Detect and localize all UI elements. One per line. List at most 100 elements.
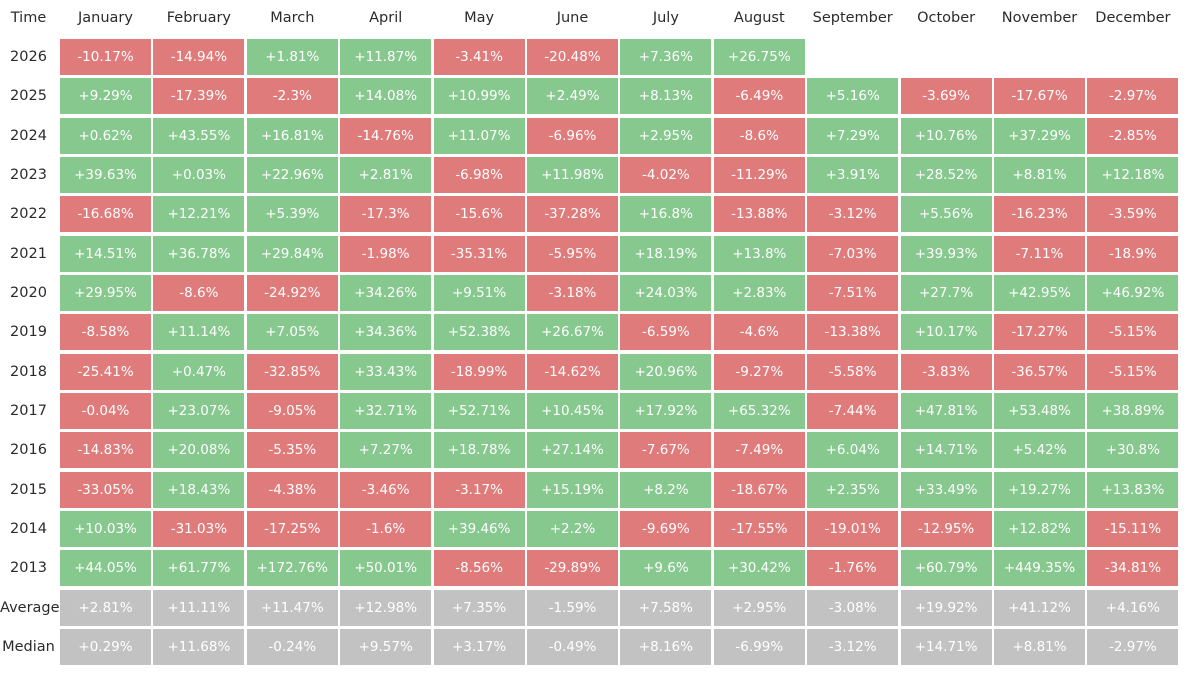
summary-cell: -0.49%: [527, 628, 618, 665]
heatmap-cell: -15.11%: [1087, 510, 1179, 547]
heatmap-cell: +65.32%: [713, 392, 805, 429]
heatmap-cell: +38.89%: [1087, 392, 1179, 429]
heatmap-cell: +2.83%: [713, 274, 805, 311]
heatmap-cell: -6.59%: [620, 314, 712, 351]
heatmap-cell: -15.6%: [433, 196, 525, 233]
heatmap-cell: -5.15%: [1087, 353, 1179, 390]
heatmap-cell: +33.49%: [900, 471, 992, 508]
summary-cell: +8.81%: [994, 628, 1085, 665]
heatmap-cell: -3.18%: [527, 274, 618, 311]
summary-cell: +8.16%: [620, 628, 712, 665]
summary-cell: +41.12%: [994, 589, 1085, 626]
summary-cell: +11.11%: [153, 589, 245, 626]
heatmap-cell: -13.38%: [807, 314, 899, 351]
heatmap-cell: +12.18%: [1087, 156, 1179, 193]
heatmap-cell: +10.45%: [527, 392, 618, 429]
summary-cell: +3.17%: [433, 628, 525, 665]
heatmap-cell: +5.16%: [807, 78, 899, 115]
summary-cell: +0.29%: [60, 628, 151, 665]
heatmap-cell: +34.36%: [340, 314, 432, 351]
summary-cell: +2.81%: [60, 589, 151, 626]
heatmap-cell: +50.01%: [340, 550, 432, 587]
heatmap-cell: +17.92%: [620, 392, 712, 429]
heatmap-cell: +18.78%: [433, 432, 525, 469]
year-label: 2015: [10, 481, 47, 498]
heatmap-cell: -4.38%: [246, 471, 338, 508]
year-label: 2017: [10, 402, 47, 419]
heatmap-cell: -7.44%: [807, 392, 899, 429]
heatmap-cell: -25.41%: [60, 353, 151, 390]
summary-cell: +19.92%: [900, 589, 992, 626]
heatmap-cell: -9.05%: [246, 392, 338, 429]
heatmap-cell: +43.55%: [153, 117, 245, 154]
heatmap-cell: -4.02%: [620, 156, 712, 193]
heatmap-cell: +33.43%: [340, 353, 432, 390]
heatmap-cell: +2.49%: [527, 78, 618, 115]
heatmap-cell: +53.48%: [994, 392, 1085, 429]
heatmap-cell: +11.87%: [340, 39, 432, 75]
summary-cell: +12.98%: [340, 589, 432, 626]
heatmap-cell: +11.14%: [153, 314, 245, 351]
heatmap-cell: -5.58%: [807, 353, 899, 390]
year-label: 2014: [10, 520, 47, 537]
heatmap-cell: -11.29%: [713, 156, 805, 193]
heatmap-cell: -3.59%: [1087, 196, 1179, 233]
heatmap-cell: +172.76%: [246, 550, 338, 587]
summary-cell: +14.71%: [900, 628, 992, 665]
heatmap-cell: -20.48%: [527, 39, 618, 75]
heatmap-cell: +8.13%: [620, 78, 712, 115]
heatmap-cell: +22.96%: [246, 156, 338, 193]
heatmap-cell: -6.98%: [433, 156, 525, 193]
heatmap-cell: +29.95%: [60, 274, 151, 311]
heatmap-cell: +12.21%: [153, 196, 245, 233]
column-header: July: [652, 10, 679, 26]
heatmap-cell: +14.71%: [900, 432, 992, 469]
heatmap-cell: +0.62%: [60, 117, 151, 154]
heatmap-cell: -18.67%: [713, 471, 805, 508]
summary-row-label: Median: [2, 638, 55, 655]
heatmap-cell: +52.38%: [433, 314, 525, 351]
heatmap-cell: -3.17%: [433, 471, 525, 508]
heatmap-cell: +19.27%: [994, 471, 1085, 508]
heatmap-cell: -35.31%: [433, 235, 525, 272]
heatmap-cell: +16.81%: [246, 117, 338, 154]
heatmap-cell: -32.85%: [246, 353, 338, 390]
year-label: 2023: [10, 166, 47, 183]
heatmap-cell: +52.71%: [433, 392, 525, 429]
year-label: 2021: [10, 245, 47, 262]
heatmap-cell: -2.85%: [1087, 117, 1179, 154]
heatmap-cell: +30.42%: [713, 550, 805, 587]
summary-cell: +11.68%: [153, 628, 245, 665]
year-label: 2025: [10, 88, 47, 105]
heatmap-cell: +61.77%: [153, 550, 245, 587]
heatmap-cell: +39.63%: [60, 156, 151, 193]
heatmap-cell: +10.17%: [900, 314, 992, 351]
heatmap-cell: +0.47%: [153, 353, 245, 390]
heatmap-cell: -29.89%: [527, 550, 618, 587]
heatmap-cell: +34.26%: [340, 274, 432, 311]
heatmap-cell: -14.76%: [340, 117, 432, 154]
heatmap-cell: +24.03%: [620, 274, 712, 311]
heatmap-cell: -24.92%: [246, 274, 338, 311]
heatmap-cell: +26.67%: [527, 314, 618, 351]
heatmap-cell: -5.15%: [1087, 314, 1179, 351]
heatmap-cell: +32.71%: [340, 392, 432, 429]
heatmap-cell: +37.29%: [994, 117, 1085, 154]
summary-cell: -3.12%: [807, 628, 899, 665]
heatmap-cell: -9.69%: [620, 510, 712, 547]
summary-cell: -3.08%: [807, 589, 899, 626]
heatmap-cell: -9.27%: [713, 353, 805, 390]
heatmap-cell: -13.88%: [713, 196, 805, 233]
heatmap-cell: +10.76%: [900, 117, 992, 154]
heatmap-cell: +5.39%: [246, 196, 338, 233]
heatmap-cell: -7.03%: [807, 235, 899, 272]
heatmap-cell: -7.11%: [994, 235, 1085, 272]
heatmap-cell: +18.43%: [153, 471, 245, 508]
heatmap-cell: +0.03%: [153, 156, 245, 193]
heatmap-cell: -6.49%: [713, 78, 805, 115]
heatmap-cell: -16.68%: [60, 196, 151, 233]
heatmap-cell: +20.96%: [620, 353, 712, 390]
summary-cell: +4.16%: [1087, 589, 1179, 626]
heatmap-cell: -3.83%: [900, 353, 992, 390]
heatmap-cell: -18.99%: [433, 353, 525, 390]
